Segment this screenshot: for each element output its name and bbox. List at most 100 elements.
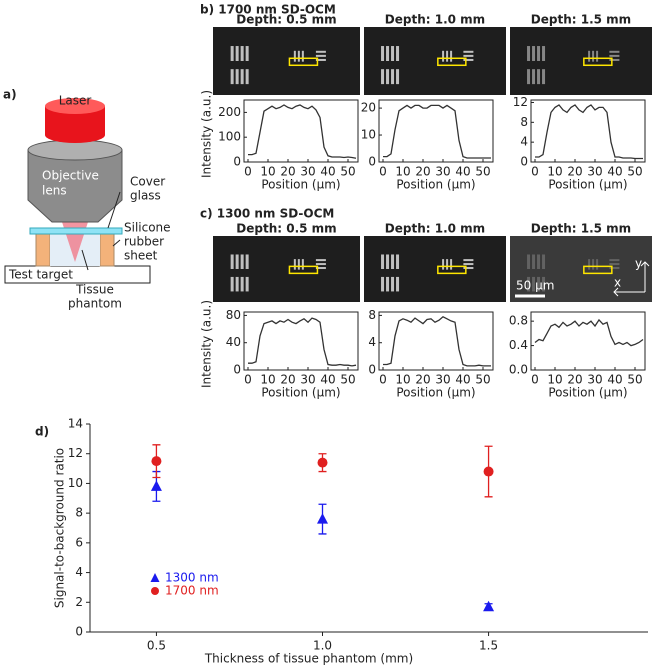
x-tick-label: 30 [435,373,450,387]
target-bar [245,254,249,269]
panel-label: d) [35,425,49,439]
target-bar [537,276,541,292]
y-tick-label: 0 [520,155,528,169]
highlight-box [288,57,319,67]
x-tick-label: 50 [340,373,355,387]
target-bar [609,58,620,61]
y-tick-label: 0.8 [509,314,528,328]
target-bar [592,50,595,62]
y-tick-label: 0 [75,625,83,639]
highlight-box [583,57,613,67]
legend-marker [151,587,159,595]
target-bar [315,54,326,57]
pointer [112,239,121,247]
target-bar [381,254,385,269]
highlight-box [437,57,467,67]
target-bar [446,50,449,62]
depth-heading: Depth: 1.5 mm [531,222,631,236]
target-bar [532,254,536,269]
x-tick-label: 40 [455,373,470,387]
panel-label: a) [3,88,17,102]
depth-heading: Depth: 0.5 mm [236,222,336,236]
target-bar [463,50,474,53]
x-tick-label: 0 [379,165,387,179]
profile-line [535,104,643,160]
x-axis-label: Thickness of tissue phantom (mm) [204,652,413,666]
target-bar [235,276,239,292]
target-bar [240,254,244,269]
target-bar [396,69,400,85]
target-bar [386,69,390,85]
axis-arrows [613,261,650,297]
pointer [107,191,121,229]
target-bar [396,276,400,292]
depth-heading: Depth: 1.5 mm [531,13,631,27]
label-phantom: Tissue [75,283,114,297]
label-cover: glass [130,189,161,203]
profile-line [248,104,357,159]
x-tick-label: 20 [567,373,582,387]
plot-frame [530,99,646,163]
depth-heading: Depth: 0.5 mm [236,13,336,27]
y-tick-label: 4 [368,335,376,349]
y-tick-label: 80 [226,308,241,322]
panel-title: b) 1700 nm SD-OCM [200,3,336,17]
y-axis-label: Signal-to-background ratio [53,448,67,608]
target-bar [230,69,234,85]
target-bar [391,46,395,61]
x-tick-label: 20 [415,373,430,387]
oct-image [213,27,360,95]
plot-frame [243,311,359,371]
target-bar [532,276,536,292]
x-tick-label: 30 [300,373,315,387]
x-tick-label: 10 [547,165,562,179]
x-tick-label: 40 [455,165,470,179]
x-tick-label: 0 [244,165,252,179]
x-tick-label: 50 [475,373,490,387]
y-tick-label: 0.4 [509,338,528,352]
target-bar [450,50,453,62]
y-tick-label: 8 [368,308,376,322]
cover-glass [29,227,123,235]
y-tick-label: 10 [68,476,83,490]
y-tick-label: 10 [361,128,376,142]
depth-heading: Depth: 1.0 mm [385,222,485,236]
y-tick-label: 200 [218,105,241,119]
y-tick-label: 2 [75,595,83,609]
target-bar [463,54,474,57]
oct-image [510,27,652,95]
x-tick-label: 40 [607,165,622,179]
target-bar [293,259,296,270]
target-bar [527,254,531,269]
x-tick-label: 50 [340,165,355,179]
x-tick-label: 40 [607,373,622,387]
x-tick-label: 40 [320,165,335,179]
target-bar [235,69,239,85]
target-bar [446,259,449,270]
target-bar [527,69,531,85]
target-bar [315,50,326,53]
target-bar [240,276,244,292]
x-tick-label: 10 [395,373,410,387]
silicone-sheet [99,233,115,267]
setup-diagram: a) Laser Objective lens Cover glass Sili… [3,88,171,311]
y-tick-label: 8 [75,506,83,520]
plot-frame [243,99,359,163]
y-tick-label: 6 [75,535,83,549]
target-bar [609,263,620,266]
x-tick-label: 30 [435,165,450,179]
plot-frame [378,311,494,371]
x-tick-label: 0 [531,165,539,179]
target-bar [527,276,531,292]
y-tick-label: 12 [513,95,528,109]
target-bar [293,50,296,62]
point [317,457,328,468]
target-bar [230,276,234,292]
point [317,513,328,524]
y-tick-label: 20 [361,101,376,115]
target-bar [609,54,620,57]
target-bar [245,69,249,85]
y-axis-label: Intensity (a.u.) [200,90,214,178]
point [483,466,494,477]
